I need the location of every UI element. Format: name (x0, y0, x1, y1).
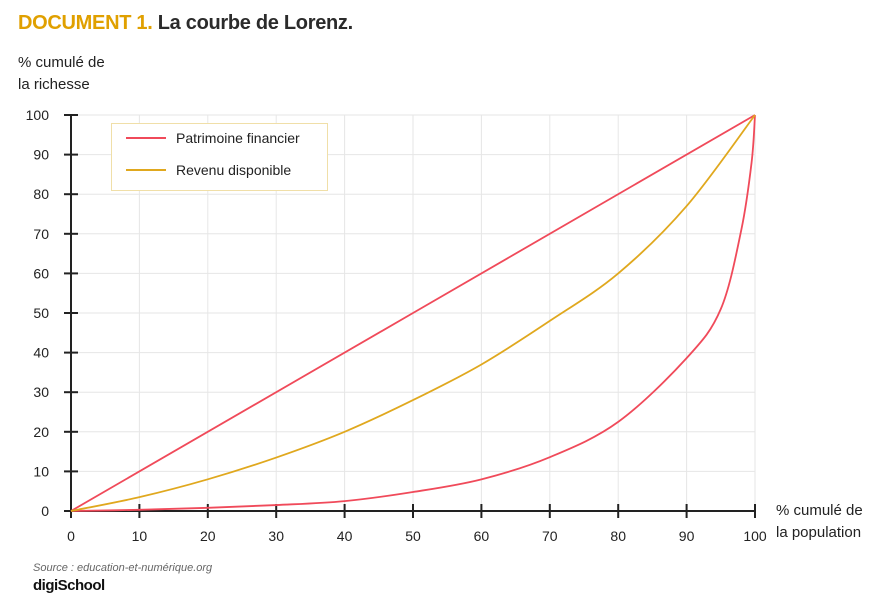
y-tick-label: 20 (33, 424, 49, 440)
x-tick-label: 40 (337, 528, 353, 544)
y-tick-label: 80 (33, 186, 49, 202)
y-tick-label: 70 (33, 226, 49, 242)
legend-item-patrimoine: Patrimoine financier (126, 130, 300, 146)
x-tick-label: 90 (679, 528, 695, 544)
y-tick-label: 60 (33, 265, 49, 281)
y-tick-label: 90 (33, 147, 49, 163)
series-line-2 (70, 114, 756, 512)
y-tick-label: 10 (33, 463, 49, 479)
x-axis-label-line2: la population (776, 524, 862, 541)
x-tick-label: 60 (474, 528, 490, 544)
title-text: La courbe de Lorenz. (157, 12, 353, 34)
x-tick-label: 10 (132, 528, 148, 544)
source-note: Source : education-et-numérique.org (33, 562, 213, 574)
x-tick-label: 100 (743, 528, 767, 544)
legend-swatch (126, 169, 166, 171)
y-tick-label: 0 (41, 503, 49, 519)
y-tick-label: 30 (33, 384, 49, 400)
legend-label: Patrimoine financier (176, 130, 300, 146)
x-tick-label: 20 (200, 528, 216, 544)
y-tick-label: 100 (26, 107, 50, 123)
document-label: DOCUMENT 1. (18, 12, 153, 34)
x-tick-label: 30 (268, 528, 284, 544)
legend-swatch (126, 137, 166, 139)
legend: Patrimoine financier Revenu disponible (111, 123, 328, 191)
y-axis-label: % cumulé de la richesse (18, 52, 138, 96)
legend-item-revenu: Revenu disponible (126, 162, 291, 178)
x-axis-label-line1: % cumulé de (776, 502, 863, 519)
series-line-0 (70, 114, 756, 512)
x-axis-label: % cumulé de la population (776, 500, 883, 544)
x-tick-label: 50 (405, 528, 421, 544)
series-line-1 (70, 114, 756, 512)
digischool-logo: digiSchool (33, 577, 105, 594)
x-tick-label: 0 (67, 528, 75, 544)
y-axis-label-line1: % cumulé de (18, 54, 105, 71)
x-tick-label: 80 (610, 528, 626, 544)
x-tick-label: 70 (542, 528, 558, 544)
legend-label: Revenu disponible (176, 162, 292, 178)
document-title: DOCUMENT 1. La courbe de Lorenz. (18, 12, 353, 35)
y-tick-label: 40 (33, 345, 49, 361)
y-tick-label: 50 (33, 305, 49, 321)
y-axis-label-line2: la richesse (18, 76, 90, 93)
